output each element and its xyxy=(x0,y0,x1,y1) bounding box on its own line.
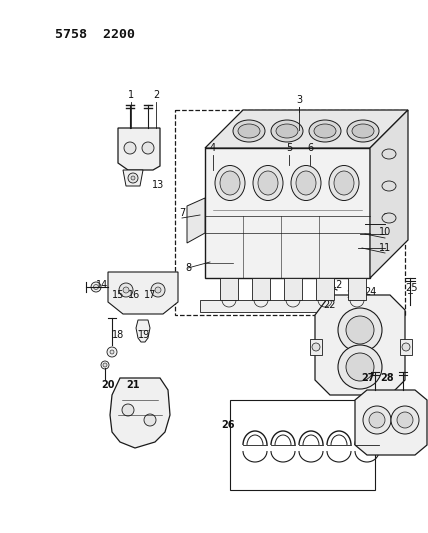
Circle shape xyxy=(131,176,135,180)
Text: 19: 19 xyxy=(138,330,150,340)
Circle shape xyxy=(391,406,419,434)
Ellipse shape xyxy=(215,166,245,200)
Text: 14: 14 xyxy=(96,280,108,290)
Ellipse shape xyxy=(347,120,379,142)
Polygon shape xyxy=(315,295,405,395)
Ellipse shape xyxy=(296,171,316,195)
Text: 24: 24 xyxy=(364,287,376,297)
Text: 18: 18 xyxy=(112,330,124,340)
Bar xyxy=(252,278,270,300)
Bar xyxy=(400,339,412,355)
Text: 7: 7 xyxy=(179,208,185,218)
Text: 6: 6 xyxy=(307,143,313,153)
Circle shape xyxy=(338,308,382,352)
Circle shape xyxy=(312,343,320,351)
Text: 3: 3 xyxy=(296,95,302,105)
Circle shape xyxy=(397,412,413,428)
Circle shape xyxy=(122,404,134,416)
Circle shape xyxy=(103,363,107,367)
Ellipse shape xyxy=(314,124,336,138)
Circle shape xyxy=(346,316,374,344)
Ellipse shape xyxy=(271,120,303,142)
Ellipse shape xyxy=(382,181,396,191)
Text: 28: 28 xyxy=(380,373,394,383)
Text: 11: 11 xyxy=(379,243,391,253)
Polygon shape xyxy=(355,390,427,455)
Circle shape xyxy=(101,361,109,369)
Circle shape xyxy=(346,353,374,381)
Ellipse shape xyxy=(291,166,321,200)
Bar xyxy=(200,300,375,312)
Ellipse shape xyxy=(309,120,341,142)
Circle shape xyxy=(123,287,129,293)
Bar xyxy=(310,339,322,355)
Text: 22: 22 xyxy=(324,300,336,310)
Text: 27: 27 xyxy=(361,373,375,383)
Circle shape xyxy=(363,406,391,434)
Text: 8: 8 xyxy=(185,263,191,273)
Bar xyxy=(175,110,405,315)
Ellipse shape xyxy=(352,124,374,138)
Ellipse shape xyxy=(382,213,396,223)
Bar xyxy=(205,148,370,278)
Bar xyxy=(230,400,375,490)
Text: 26: 26 xyxy=(221,420,235,430)
Circle shape xyxy=(402,343,410,351)
Text: 20: 20 xyxy=(101,380,115,390)
Polygon shape xyxy=(118,128,160,170)
Circle shape xyxy=(119,283,133,297)
Text: 23: 23 xyxy=(346,290,358,300)
Circle shape xyxy=(142,142,154,154)
Circle shape xyxy=(124,142,136,154)
Circle shape xyxy=(155,287,161,293)
Polygon shape xyxy=(108,272,178,314)
Text: 9: 9 xyxy=(382,213,388,223)
Text: 2: 2 xyxy=(153,90,159,100)
Ellipse shape xyxy=(238,124,260,138)
Ellipse shape xyxy=(334,171,354,195)
Text: 4: 4 xyxy=(210,143,216,153)
Bar xyxy=(284,278,302,300)
Ellipse shape xyxy=(329,166,359,200)
Text: 5: 5 xyxy=(286,143,292,153)
Bar xyxy=(348,278,366,300)
Text: 1: 1 xyxy=(128,90,134,100)
Ellipse shape xyxy=(382,149,396,159)
Ellipse shape xyxy=(258,171,278,195)
Circle shape xyxy=(144,414,156,426)
Polygon shape xyxy=(370,110,408,278)
Polygon shape xyxy=(110,378,170,448)
Text: 21: 21 xyxy=(126,380,140,390)
Ellipse shape xyxy=(220,171,240,195)
Text: 17: 17 xyxy=(144,290,156,300)
Circle shape xyxy=(151,283,165,297)
Circle shape xyxy=(107,347,117,357)
Circle shape xyxy=(93,285,98,289)
Circle shape xyxy=(369,412,385,428)
Text: 25: 25 xyxy=(406,283,418,293)
Text: 5758  2200: 5758 2200 xyxy=(55,28,135,41)
Text: 16: 16 xyxy=(128,290,140,300)
Polygon shape xyxy=(123,170,143,186)
Ellipse shape xyxy=(276,124,298,138)
Bar xyxy=(220,278,238,300)
Circle shape xyxy=(110,350,114,354)
Text: 13: 13 xyxy=(152,180,164,190)
Circle shape xyxy=(338,345,382,389)
Circle shape xyxy=(128,173,138,183)
Polygon shape xyxy=(187,198,205,243)
Ellipse shape xyxy=(253,166,283,200)
Polygon shape xyxy=(205,110,408,148)
Text: 12: 12 xyxy=(331,280,343,290)
Text: 15: 15 xyxy=(112,290,124,300)
Ellipse shape xyxy=(233,120,265,142)
Text: 10: 10 xyxy=(379,227,391,237)
Circle shape xyxy=(91,282,101,292)
Bar xyxy=(316,278,334,300)
Polygon shape xyxy=(136,320,150,342)
